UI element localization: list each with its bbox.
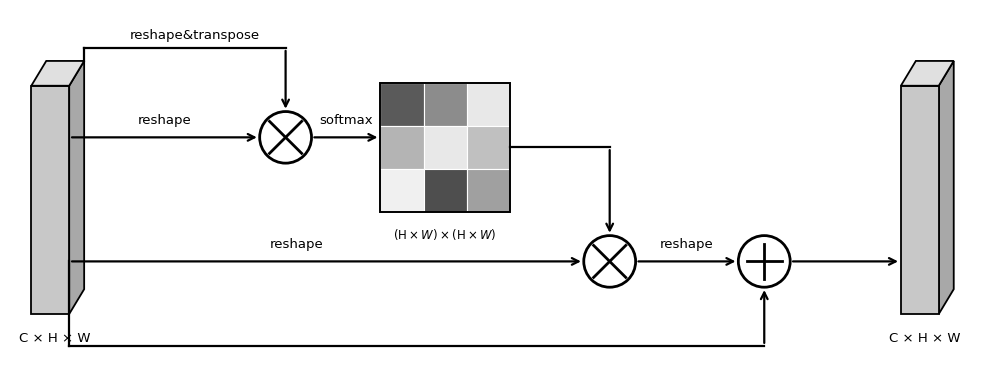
Text: $(\mathrm{H} \times \mathit{W}) \times (\mathrm{H} \times \mathit{W})$: $(\mathrm{H} \times \mathit{W}) \times (… [393,227,497,242]
Text: reshape: reshape [660,239,714,251]
Bar [380,83,510,212]
Text: reshape: reshape [138,115,191,127]
Polygon shape [31,61,84,86]
Bar [424,169,467,212]
Bar [380,169,424,212]
Bar [424,83,467,126]
Text: reshape: reshape [270,239,323,251]
Text: reshape&transpose: reshape&transpose [130,29,260,42]
Text: C × H × W: C × H × W [889,332,961,345]
Bar [380,83,424,126]
Polygon shape [939,61,954,314]
Bar [424,126,467,169]
Polygon shape [69,61,84,314]
Bar [467,83,510,126]
Text: softmax: softmax [319,115,373,127]
Text: C × H × W: C × H × W [19,332,91,345]
Polygon shape [31,86,69,314]
Bar [467,169,510,212]
Polygon shape [901,86,939,314]
Bar [380,126,424,169]
Polygon shape [901,61,954,86]
Bar [467,126,510,169]
